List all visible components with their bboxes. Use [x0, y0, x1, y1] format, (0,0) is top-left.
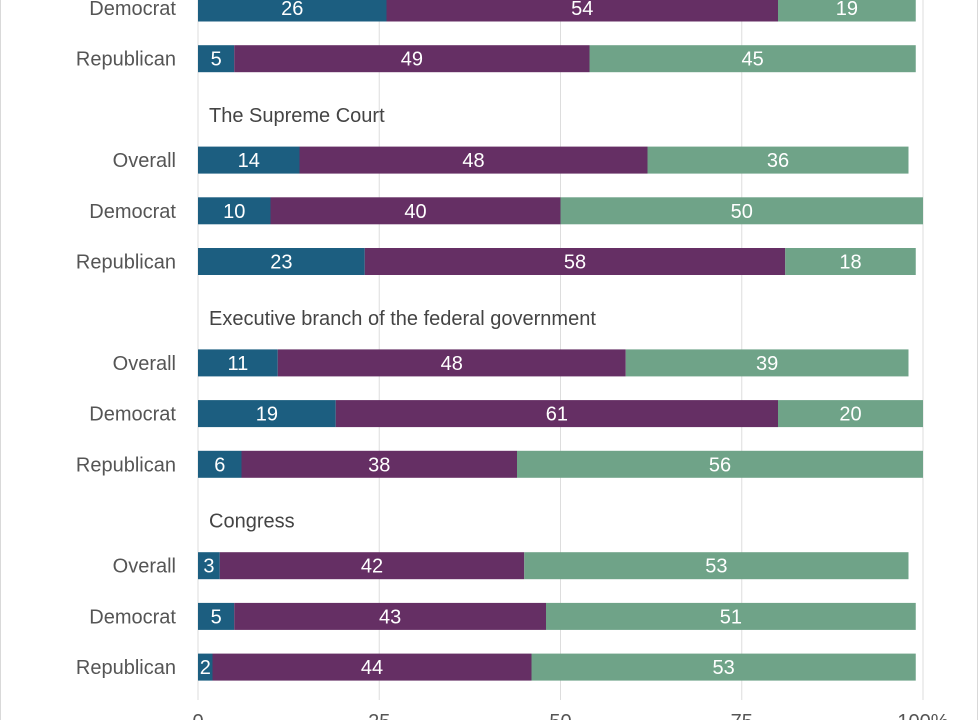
bar-segment [625, 349, 909, 377]
data-label: 44 [361, 657, 383, 679]
bar-segment [546, 602, 916, 630]
bar-segment [560, 197, 923, 225]
row-label: Democrat [89, 404, 176, 426]
data-label: 53 [713, 657, 735, 679]
bar-segment [386, 0, 778, 22]
bar-segment [198, 146, 300, 174]
data-label: 6 [214, 454, 225, 476]
data-label: 5 [211, 49, 222, 71]
x-tick-label: 50 [549, 711, 571, 720]
data-label: 14 [238, 150, 260, 172]
bars [198, 0, 923, 681]
bar-segment [647, 146, 909, 174]
x-tick-label: 75 [731, 711, 753, 720]
x-tick-label: 100% [897, 711, 948, 720]
row-label: Republican [76, 454, 176, 476]
data-label: 36 [767, 150, 789, 172]
bar-segment [277, 349, 626, 377]
row-label: Democrat [89, 0, 176, 20]
bar-segment [589, 45, 916, 73]
bar-segment [198, 45, 235, 73]
data-label: 53 [705, 556, 727, 578]
bar-segment [785, 248, 916, 275]
data-label: 38 [368, 454, 390, 476]
data-label: 39 [756, 353, 778, 375]
bar-segment [198, 0, 387, 22]
bar-segment [212, 653, 532, 681]
data-label: 19 [836, 0, 858, 20]
bar-segment [198, 653, 213, 681]
data-label: 58 [564, 252, 586, 274]
data-label: 40 [404, 201, 426, 223]
bar-segment [778, 0, 916, 22]
data-label: 2 [200, 657, 211, 679]
bar-segment [198, 400, 336, 428]
data-label: 11 [227, 353, 248, 375]
row-label: Democrat [89, 606, 176, 628]
bar-segment [198, 450, 242, 478]
row-label: Republican [76, 657, 176, 679]
bar-segment [219, 552, 525, 580]
bar-segment [198, 248, 365, 275]
data-label: 19 [256, 404, 278, 426]
data-label: 56 [709, 454, 731, 476]
data-label: 5 [211, 606, 222, 628]
data-label: 50 [731, 201, 753, 223]
data-label: 26 [281, 0, 303, 20]
bar-segment [241, 450, 517, 478]
data-label: 20 [839, 404, 861, 426]
bar-segment [198, 552, 220, 580]
data-label: 10 [223, 201, 245, 223]
bar-segment [234, 45, 590, 73]
bar-segment [778, 400, 923, 428]
row-label: Republican [76, 252, 176, 274]
bar-segment [335, 400, 778, 428]
bar-segment [198, 602, 235, 630]
bar-segment [299, 146, 648, 174]
bar-segment [531, 653, 916, 681]
x-tick-label: 25 [368, 711, 390, 720]
data-label: 43 [379, 606, 401, 628]
data-label: 3 [203, 556, 214, 578]
data-label: 51 [720, 606, 742, 628]
data-label: 49 [401, 49, 423, 71]
bar-segment [364, 248, 786, 275]
x-tick-label: 0 [192, 711, 203, 720]
data-label: 42 [361, 556, 383, 578]
row-label: Overall [113, 150, 176, 172]
data-label: 18 [839, 252, 861, 274]
data-label: 45 [742, 49, 764, 71]
group-heading: Executive branch of the federal governme… [209, 308, 596, 330]
group-heading: Congress [209, 511, 295, 533]
bar-segment [198, 349, 278, 377]
bar-segment [234, 602, 546, 630]
data-label: 23 [270, 252, 292, 274]
labels: 0255075100%Democrat265419Republican54945… [76, 0, 949, 720]
data-label: 48 [462, 150, 484, 172]
bar-segment [270, 197, 561, 225]
data-label: 61 [546, 404, 568, 426]
data-label: 54 [571, 0, 593, 20]
row-label: Democrat [89, 201, 176, 223]
row-label: Republican [76, 49, 176, 71]
group-heading: The Supreme Court [209, 105, 385, 127]
row-label: Overall [113, 556, 176, 578]
bar-segment [524, 552, 909, 580]
data-label: 48 [441, 353, 463, 375]
bar-segment [517, 450, 923, 478]
bar-segment [198, 197, 271, 225]
row-label: Overall [113, 353, 176, 375]
